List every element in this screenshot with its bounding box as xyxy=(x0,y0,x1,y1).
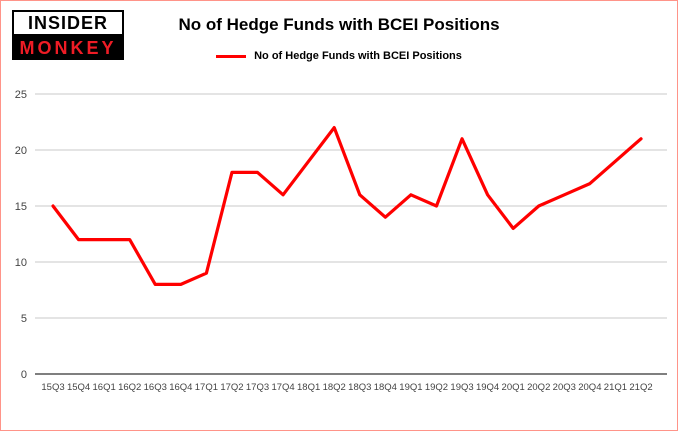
x-axis-tick-label: 16Q2 xyxy=(118,382,141,393)
x-axis-tick-label: 18Q4 xyxy=(374,382,397,393)
x-axis-tick-label: 20Q4 xyxy=(578,382,601,393)
x-axis-tick-label: 18Q3 xyxy=(348,382,371,393)
x-axis-tick-label: 21Q1 xyxy=(604,382,627,393)
y-axis-tick-label: 5 xyxy=(21,313,27,325)
chart-title: No of Hedge Funds with BCEI Positions xyxy=(178,15,500,34)
x-axis-tick-label: 16Q1 xyxy=(93,382,116,393)
insider-monkey-logo: INSIDER MONKEY xyxy=(12,10,124,60)
legend-label: No of Hedge Funds with BCEI Positions xyxy=(254,50,462,62)
x-axis-tick-label: 21Q2 xyxy=(629,382,652,393)
x-axis-tick-label: 20Q2 xyxy=(527,382,550,393)
logo-monkey-text: MONKEY xyxy=(12,36,124,60)
x-axis-tick-label: 17Q2 xyxy=(220,382,243,393)
x-axis-tick-label: 17Q4 xyxy=(271,382,294,393)
x-axis-tick-label: 17Q1 xyxy=(195,382,218,393)
logo-insider-text: INSIDER xyxy=(12,10,124,36)
legend-line-swatch xyxy=(216,54,247,58)
x-axis-tick-label: 18Q1 xyxy=(297,382,320,393)
chart-legend: No of Hedge Funds with BCEI Positions xyxy=(1,50,677,62)
x-axis-tick-label: 20Q1 xyxy=(502,382,525,393)
x-axis-tick-label: 19Q1 xyxy=(399,382,422,393)
x-axis-tick-label: 20Q3 xyxy=(553,382,576,393)
x-axis-tick-label: 15Q3 xyxy=(41,382,64,393)
y-axis-tick-label: 10 xyxy=(15,257,27,269)
y-axis-tick-label: 0 xyxy=(21,369,27,381)
y-axis-tick-label: 25 xyxy=(15,89,27,101)
y-axis-tick-label: 15 xyxy=(15,201,27,213)
y-axis-tick-label: 20 xyxy=(15,145,27,157)
x-axis-tick-label: 15Q4 xyxy=(67,382,90,393)
x-axis-tick-label: 19Q2 xyxy=(425,382,448,393)
x-axis-tick-label: 19Q4 xyxy=(476,382,499,393)
x-axis-tick-label: 17Q3 xyxy=(246,382,269,393)
x-axis-tick-label: 16Q3 xyxy=(144,382,167,393)
x-axis-tick-label: 18Q2 xyxy=(323,382,346,393)
chart-header: No of Hedge Funds with BCEI Positions No… xyxy=(1,15,677,62)
x-axis-tick-label: 19Q3 xyxy=(450,382,473,393)
x-axis-tick-label: 16Q4 xyxy=(169,382,192,393)
hedge-funds-series-line xyxy=(51,125,643,286)
